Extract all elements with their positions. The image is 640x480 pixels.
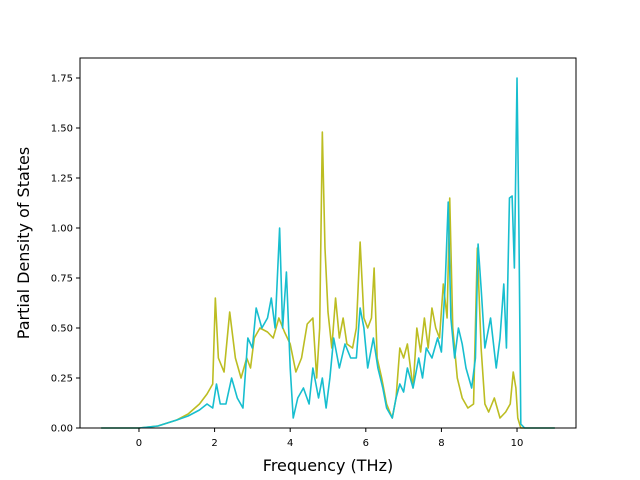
y-tick-label: 0.00	[51, 424, 73, 435]
y-tick-label: 0.25	[51, 374, 73, 385]
y-tick-label: 1.25	[51, 174, 73, 185]
x-tick-label: 6	[363, 438, 369, 449]
y-tick-label: 0.50	[51, 324, 73, 335]
y-axis-title: Partial Density of States	[14, 147, 33, 339]
series-line-2	[101, 77, 555, 429]
x-tick-label: 10	[511, 438, 524, 449]
y-tick-label: 1.75	[51, 74, 73, 85]
y-tick-label: 1.50	[51, 124, 73, 135]
x-axis-title: Frequency (THz)	[263, 456, 393, 475]
series-layer	[101, 77, 555, 429]
x-tick-label: 0	[136, 438, 142, 449]
y-axis: 0.00 0.25 0.50 0.75 1.00 1.25 1.50 1.75	[51, 74, 80, 435]
plot-frame	[79, 57, 577, 429]
x-tick-label: 8	[438, 438, 444, 449]
series-line-1	[101, 131, 555, 429]
x-tick-label: 2	[211, 438, 217, 449]
y-tick-label: 0.75	[51, 274, 73, 285]
y-tick-label: 1.00	[51, 224, 73, 235]
x-tick-label: 4	[287, 438, 293, 449]
x-axis: 0 2 4 6 8 10	[136, 428, 524, 449]
